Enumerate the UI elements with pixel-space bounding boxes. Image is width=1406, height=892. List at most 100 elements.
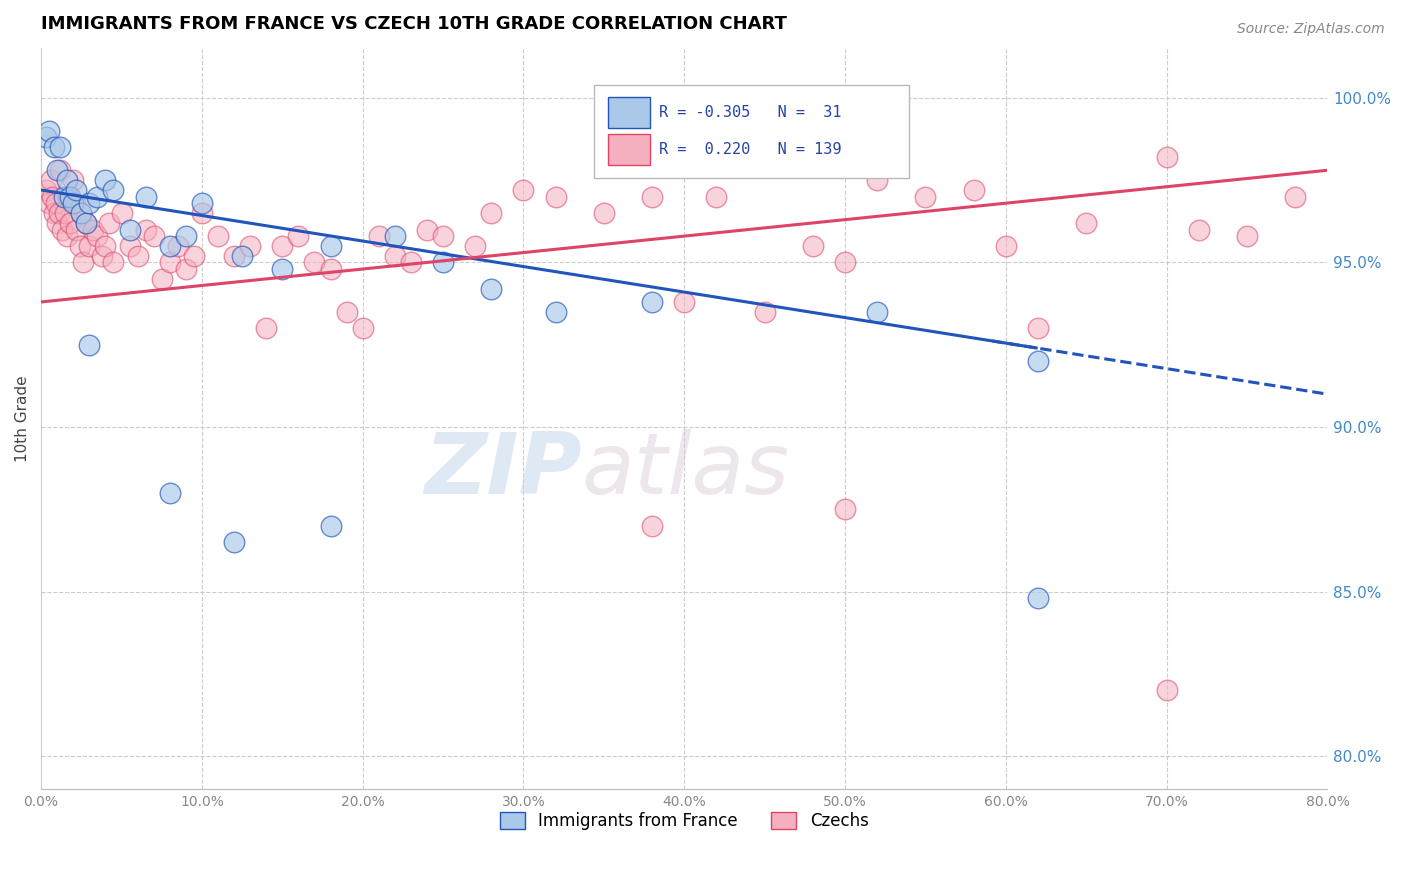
Point — [72, 255, 94, 269]
Point — [222, 535, 245, 549]
Text: IMMIGRANTS FROM FRANCE VS CZECH 10TH GRADE CORRELATION CHART: IMMIGRANTS FROM FRANCE VS CZECH 10TH GRA… — [41, 15, 787, 33]
Point — [914, 189, 936, 203]
Point — [86, 229, 108, 244]
Point — [103, 255, 125, 269]
Point — [1026, 591, 1049, 606]
Point — [46, 216, 69, 230]
Point — [75, 216, 97, 230]
Text: R = -0.305   N =  31: R = -0.305 N = 31 — [658, 104, 841, 120]
Point — [174, 229, 197, 244]
Point — [336, 305, 359, 319]
Point — [432, 255, 454, 269]
Point — [166, 239, 188, 253]
Point — [103, 183, 125, 197]
Point — [110, 206, 132, 220]
Point — [641, 295, 664, 310]
Point — [79, 239, 101, 253]
Point — [65, 222, 87, 236]
Point — [1236, 229, 1258, 244]
FancyBboxPatch shape — [595, 86, 910, 178]
Point — [1026, 354, 1049, 368]
Point — [159, 239, 181, 253]
Point — [65, 183, 87, 197]
Point — [159, 255, 181, 269]
Point — [56, 173, 79, 187]
Point — [239, 239, 262, 253]
Point — [63, 196, 86, 211]
Point — [41, 189, 63, 203]
Y-axis label: 10th Grade: 10th Grade — [15, 376, 30, 462]
Point — [1188, 222, 1211, 236]
Point — [86, 189, 108, 203]
Point — [834, 502, 856, 516]
Point — [304, 255, 326, 269]
Point — [56, 229, 79, 244]
Point — [174, 262, 197, 277]
Text: R =  0.220   N = 139: R = 0.220 N = 139 — [658, 142, 841, 157]
Point — [94, 173, 117, 187]
Point — [135, 189, 157, 203]
Point — [62, 173, 84, 187]
Point — [994, 239, 1017, 253]
Point — [319, 518, 342, 533]
Point — [49, 140, 72, 154]
Point — [1026, 321, 1049, 335]
Point — [641, 189, 664, 203]
Point — [42, 140, 65, 154]
Text: ZIP: ZIP — [423, 429, 581, 512]
Text: Source: ZipAtlas.com: Source: ZipAtlas.com — [1237, 22, 1385, 37]
Point — [367, 229, 389, 244]
Point — [70, 206, 93, 220]
Point — [801, 239, 824, 253]
Point — [91, 249, 114, 263]
Point — [287, 229, 309, 244]
Point — [866, 305, 889, 319]
Point — [1284, 189, 1306, 203]
Point — [432, 229, 454, 244]
Point — [48, 206, 70, 220]
Point — [191, 206, 214, 220]
Point — [94, 239, 117, 253]
Point — [207, 229, 229, 244]
Point — [544, 189, 567, 203]
Point — [464, 239, 486, 253]
Point — [127, 249, 149, 263]
Point — [62, 196, 84, 211]
Point — [399, 255, 422, 269]
Point — [82, 222, 104, 236]
Point — [384, 249, 406, 263]
Point — [38, 196, 60, 211]
Point — [271, 262, 294, 277]
Point — [142, 229, 165, 244]
Point — [384, 229, 406, 244]
Point — [834, 255, 856, 269]
Text: atlas: atlas — [581, 429, 789, 512]
Point — [271, 239, 294, 253]
Point — [191, 196, 214, 211]
Point — [49, 163, 72, 178]
Point — [754, 305, 776, 319]
Point — [673, 295, 696, 310]
Point — [135, 222, 157, 236]
Point — [51, 222, 73, 236]
Point — [118, 222, 141, 236]
Point — [118, 239, 141, 253]
Point — [150, 272, 173, 286]
Point — [1076, 216, 1098, 230]
Point — [59, 216, 82, 230]
FancyBboxPatch shape — [609, 96, 650, 128]
Point — [319, 239, 342, 253]
Point — [183, 249, 205, 263]
Point — [706, 189, 728, 203]
Point — [479, 282, 502, 296]
Point — [59, 189, 82, 203]
Point — [69, 239, 91, 253]
FancyBboxPatch shape — [609, 134, 650, 165]
Point — [42, 206, 65, 220]
Point — [159, 486, 181, 500]
Point — [35, 130, 58, 145]
Legend: Immigrants from France, Czechs: Immigrants from France, Czechs — [494, 805, 875, 837]
Point — [70, 206, 93, 220]
Point — [1156, 683, 1178, 698]
Point — [53, 206, 76, 220]
